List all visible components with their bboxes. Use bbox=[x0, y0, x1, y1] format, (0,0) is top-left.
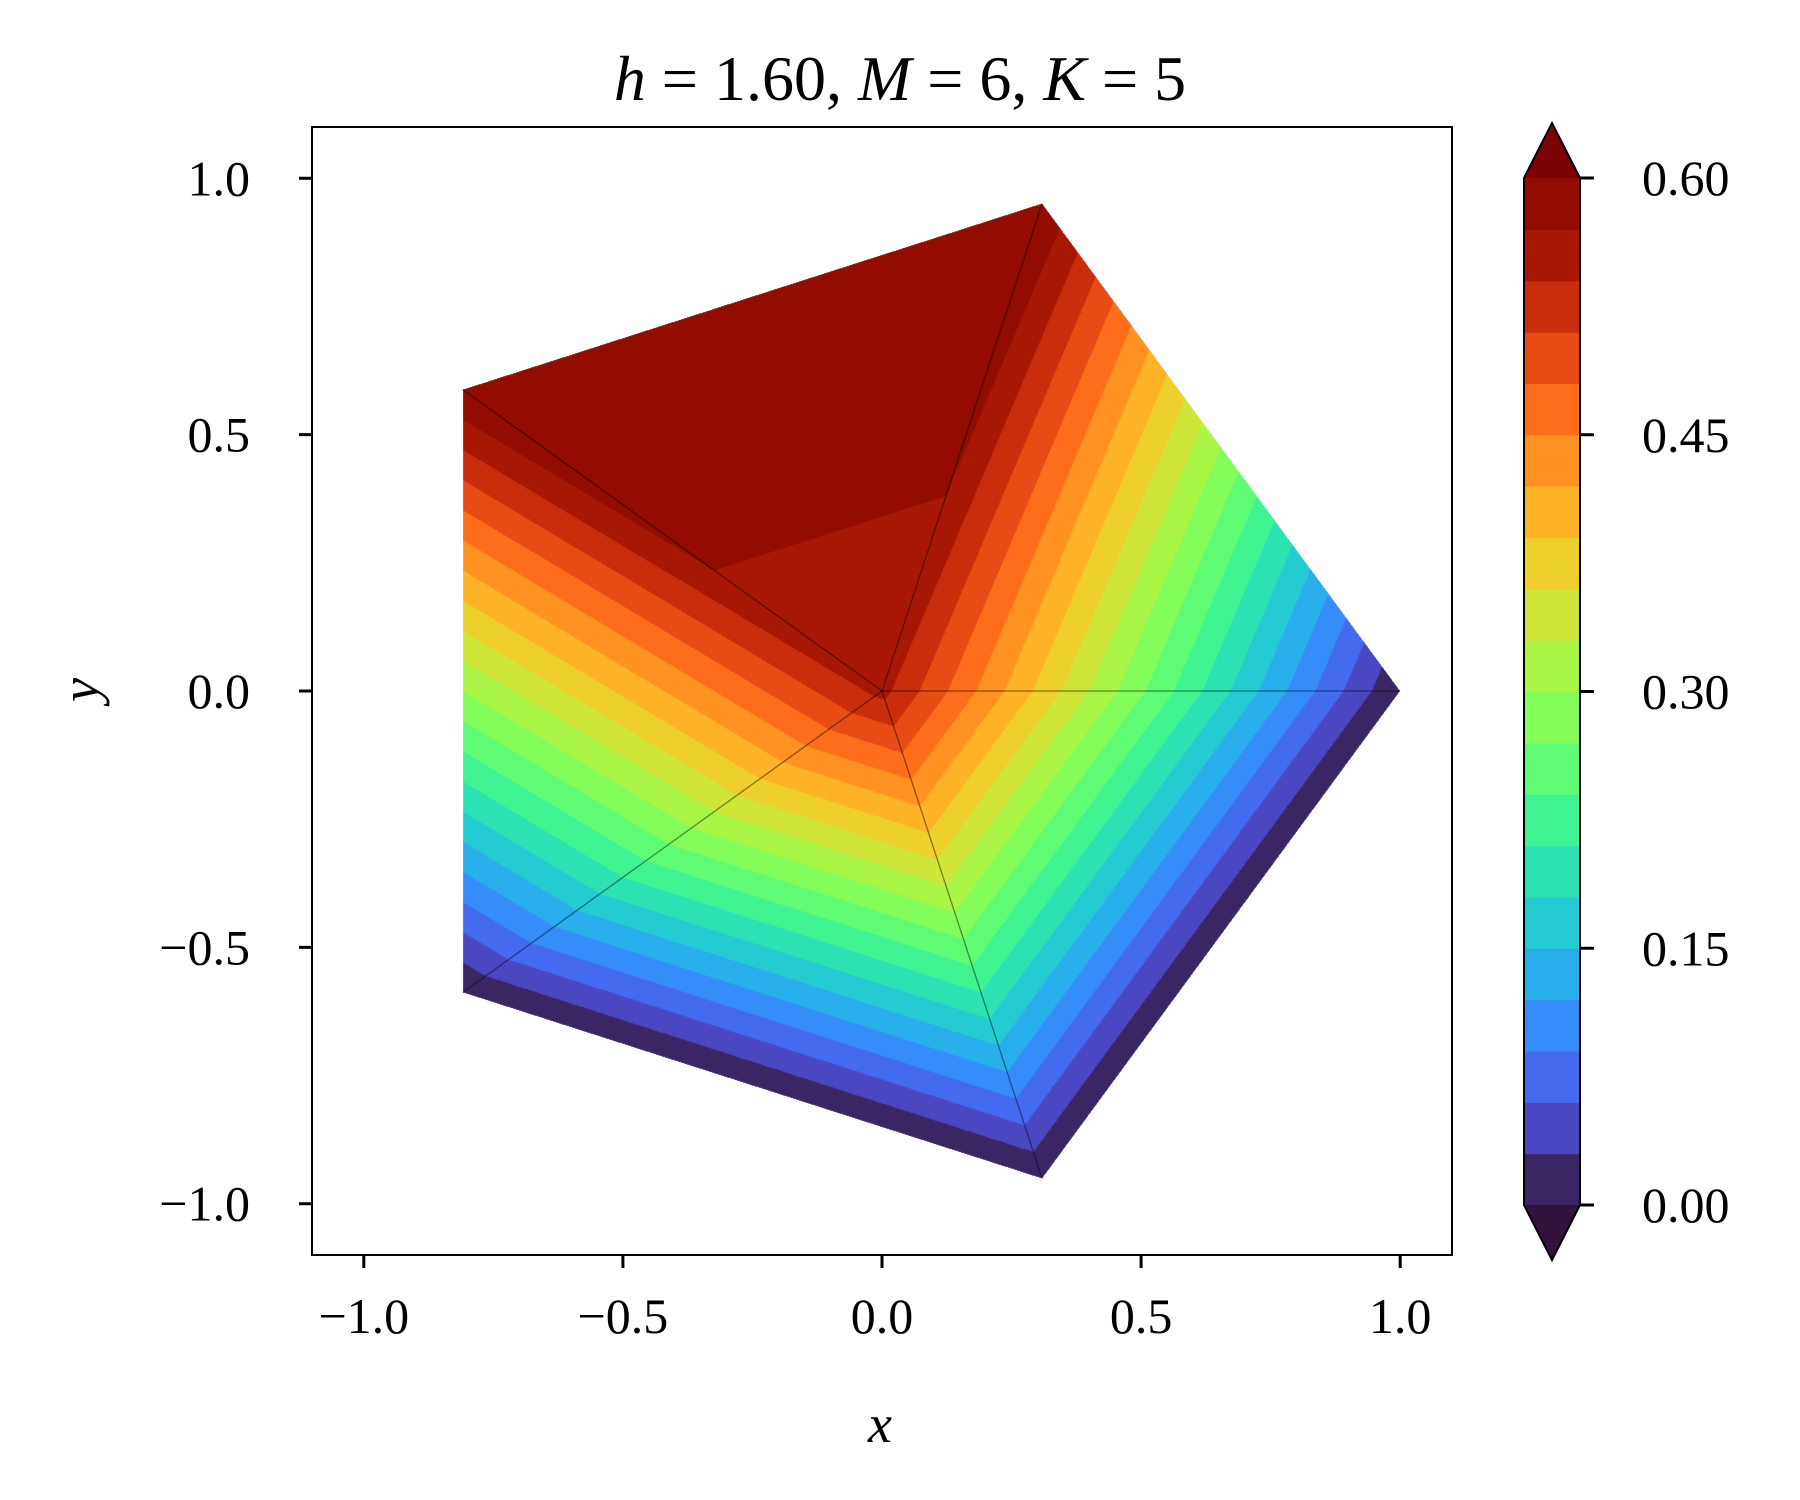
colorbar-extend-min bbox=[1524, 1205, 1580, 1260]
colorbar-tick-label: 0.60 bbox=[1642, 150, 1730, 206]
chart-title: h = 1.60, M = 6, K = 5 bbox=[614, 43, 1186, 114]
colorbar-band bbox=[1524, 1102, 1580, 1155]
colorbar-band bbox=[1524, 588, 1580, 641]
x-axis-label: x bbox=[867, 1394, 892, 1454]
title-k-value: 5 bbox=[1154, 43, 1186, 114]
colorbar-band bbox=[1524, 1050, 1580, 1103]
x-tick-label: −1.0 bbox=[318, 1288, 409, 1344]
x-tick-label: −0.5 bbox=[578, 1288, 669, 1344]
colorbar-band bbox=[1524, 229, 1580, 282]
plot-area: −1.0 −0.5 0.0 0.5 1.0 −1.0 −0.5 0.0 0.5 1.0 bbox=[159, 126, 1453, 1344]
x-tick-label: 0.5 bbox=[1110, 1288, 1173, 1344]
colorbar-band bbox=[1524, 280, 1580, 333]
mesh-edge bbox=[881, 203, 1043, 692]
y-axis-ticks: −1.0 −0.5 0.0 0.5 1.0 bbox=[159, 150, 312, 1232]
colorbar-band bbox=[1524, 1153, 1580, 1206]
colorbar-band bbox=[1524, 999, 1580, 1052]
colorbar-band bbox=[1524, 896, 1580, 949]
colorbar-tick-label: 0.00 bbox=[1642, 1177, 1730, 1233]
x-tick-label: 1.0 bbox=[1369, 1288, 1432, 1344]
colorbar-band bbox=[1524, 794, 1580, 847]
colorbar: 0.00 0.15 0.30 0.45 0.60 bbox=[1523, 120, 1730, 1263]
colorbar-band bbox=[1524, 383, 1580, 436]
triangulation-mesh bbox=[462, 203, 1401, 1179]
y-tick-label: −1.0 bbox=[159, 1176, 250, 1232]
y-tick-label: 1.0 bbox=[188, 150, 251, 206]
colorbar-band bbox=[1524, 537, 1580, 590]
colorbar-band bbox=[1524, 640, 1580, 693]
colorbar-extend-max bbox=[1524, 123, 1580, 178]
mesh-edge bbox=[462, 388, 883, 692]
x-tick-label: 0.0 bbox=[851, 1288, 914, 1344]
y-axis-label: y bbox=[50, 678, 110, 707]
y-tick-label: 0.0 bbox=[188, 663, 251, 719]
colorbar-band bbox=[1524, 845, 1580, 898]
title-k-symbol: K bbox=[1042, 43, 1089, 114]
colorbar-tick-label: 0.15 bbox=[1642, 920, 1730, 976]
y-tick-label: −0.5 bbox=[159, 919, 250, 975]
colorbar-tick-label: 0.30 bbox=[1642, 664, 1730, 720]
title-m-value: 6 bbox=[979, 43, 1011, 114]
colorbar-band bbox=[1524, 486, 1580, 539]
title-h-value: 1.60 bbox=[714, 43, 826, 114]
title-h-symbol: h bbox=[614, 43, 646, 114]
x-axis-ticks: −1.0 −0.5 0.0 0.5 1.0 bbox=[318, 1255, 1431, 1344]
colorbar-band bbox=[1524, 742, 1580, 795]
y-tick-label: 0.5 bbox=[188, 407, 251, 463]
colorbar-band bbox=[1524, 691, 1580, 744]
colorbar-tick-label: 0.45 bbox=[1642, 407, 1730, 463]
colorbar-band bbox=[1524, 434, 1580, 487]
colorbar-band bbox=[1524, 178, 1580, 230]
title-m-symbol: M bbox=[857, 43, 915, 114]
colorbar-band bbox=[1524, 948, 1580, 1001]
colorbar-band bbox=[1524, 332, 1580, 384]
mesh-edge bbox=[881, 690, 1043, 1179]
mesh-edge bbox=[462, 690, 883, 994]
